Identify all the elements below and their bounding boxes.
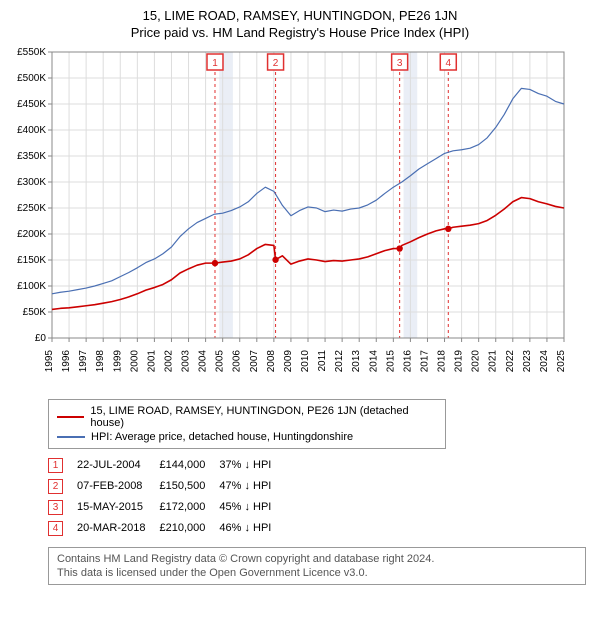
svg-text:£100K: £100K <box>17 281 46 292</box>
svg-text:£350K: £350K <box>17 151 46 162</box>
legend-swatch-2 <box>57 436 85 438</box>
svg-text:1997: 1997 <box>78 349 89 372</box>
event-date: 20-MAR-2018 <box>77 518 159 539</box>
svg-text:2008: 2008 <box>266 349 277 372</box>
svg-text:2010: 2010 <box>300 349 311 372</box>
event-delta: 45% ↓ HPI <box>219 497 285 518</box>
svg-text:2015: 2015 <box>385 349 396 372</box>
svg-text:2011: 2011 <box>317 349 328 371</box>
svg-text:2: 2 <box>273 58 279 69</box>
attribution-line-2: This data is licensed under the Open Gov… <box>57 566 577 580</box>
svg-text:2021: 2021 <box>488 349 499 372</box>
event-date: 07-FEB-2008 <box>77 476 159 497</box>
line-chart: £0 £50K £100K £150K £200K £250K £300K £350K £400… <box>10 46 570 386</box>
svg-text:2016: 2016 <box>402 349 413 372</box>
svg-text:2019: 2019 <box>454 349 465 372</box>
svg-text:2012: 2012 <box>334 349 345 372</box>
chart-container: 15, LIME ROAD, RAMSEY, HUNTINGDON, PE26 … <box>0 0 600 595</box>
event-delta: 37% ↓ HPI <box>219 455 285 476</box>
svg-text:2000: 2000 <box>129 349 140 372</box>
event-row: 1 22-JUL-2004£144,00037% ↓ HPI <box>48 455 285 476</box>
svg-text:3: 3 <box>397 58 403 69</box>
svg-text:2018: 2018 <box>437 349 448 372</box>
chart-area: £0 £50K £100K £150K £200K £250K £300K £350K £400… <box>10 46 590 391</box>
event-price: £210,000 <box>159 518 219 539</box>
event-delta: 47% ↓ HPI <box>219 476 285 497</box>
svg-text:2024: 2024 <box>539 349 550 372</box>
svg-text:2004: 2004 <box>198 349 209 372</box>
svg-text:£50K: £50K <box>23 307 47 318</box>
event-date: 22-JUL-2004 <box>77 455 159 476</box>
svg-text:2006: 2006 <box>232 349 243 372</box>
legend-item-hpi: HPI: Average price, detached house, Hunt… <box>57 430 437 444</box>
svg-text:1995: 1995 <box>44 349 55 372</box>
svg-text:£400K: £400K <box>17 125 46 136</box>
svg-text:2009: 2009 <box>283 349 294 372</box>
svg-text:£200K: £200K <box>17 229 46 240</box>
events-table: 1 22-JUL-2004£144,00037% ↓ HPI 2 07-FEB-200… <box>48 455 590 539</box>
svg-text:2002: 2002 <box>163 349 174 372</box>
event-marker-icon: 2 <box>48 479 63 494</box>
chart-subtitle: Price paid vs. HM Land Registry's House … <box>10 25 590 40</box>
svg-text:1996: 1996 <box>61 349 72 372</box>
svg-text:1: 1 <box>212 58 218 69</box>
svg-text:4: 4 <box>446 58 452 69</box>
event-price: £172,000 <box>159 497 219 518</box>
svg-text:£0: £0 <box>35 333 47 344</box>
event-marker-icon: 4 <box>48 521 63 536</box>
svg-text:£250K: £250K <box>17 203 46 214</box>
svg-text:2007: 2007 <box>249 349 260 372</box>
event-date: 15-MAY-2015 <box>77 497 159 518</box>
event-row: 2 07-FEB-2008£150,50047% ↓ HPI <box>48 476 285 497</box>
event-marker-icon: 1 <box>48 458 63 473</box>
event-price: £144,000 <box>159 455 219 476</box>
svg-text:1999: 1999 <box>112 349 123 372</box>
chart-title: 15, LIME ROAD, RAMSEY, HUNTINGDON, PE26 … <box>10 8 590 25</box>
event-delta: 46% ↓ HPI <box>219 518 285 539</box>
legend-box: 15, LIME ROAD, RAMSEY, HUNTINGDON, PE26 … <box>48 399 446 449</box>
attribution-line-1: Contains HM Land Registry data © Crown c… <box>57 552 577 566</box>
svg-text:2023: 2023 <box>522 349 533 372</box>
svg-text:£450K: £450K <box>17 99 46 110</box>
svg-text:£550K: £550K <box>17 47 46 58</box>
svg-text:2003: 2003 <box>181 349 192 372</box>
svg-text:2025: 2025 <box>556 349 567 372</box>
event-price: £150,500 <box>159 476 219 497</box>
legend-item-price-paid: 15, LIME ROAD, RAMSEY, HUNTINGDON, PE26 … <box>57 404 437 430</box>
event-row: 3 15-MAY-2015£172,00045% ↓ HPI <box>48 497 285 518</box>
svg-text:2020: 2020 <box>471 349 482 372</box>
svg-text:£300K: £300K <box>17 177 46 188</box>
svg-text:1998: 1998 <box>95 349 106 372</box>
event-row: 4 20-MAR-2018£210,00046% ↓ HPI <box>48 518 285 539</box>
attribution-box: Contains HM Land Registry data © Crown c… <box>48 547 586 586</box>
legend-swatch-1 <box>57 416 84 419</box>
svg-text:2001: 2001 <box>146 349 157 372</box>
svg-text:2017: 2017 <box>419 349 430 372</box>
event-marker-icon: 3 <box>48 500 63 515</box>
svg-text:2014: 2014 <box>368 349 379 372</box>
svg-text:2005: 2005 <box>215 349 226 372</box>
svg-text:2013: 2013 <box>351 349 362 372</box>
legend-label-2: HPI: Average price, detached house, Hunt… <box>91 431 353 443</box>
svg-text:2022: 2022 <box>505 349 516 372</box>
svg-text:£150K: £150K <box>17 255 46 266</box>
svg-text:£500K: £500K <box>17 73 46 84</box>
legend-label-1: 15, LIME ROAD, RAMSEY, HUNTINGDON, PE26 … <box>90 405 437 429</box>
